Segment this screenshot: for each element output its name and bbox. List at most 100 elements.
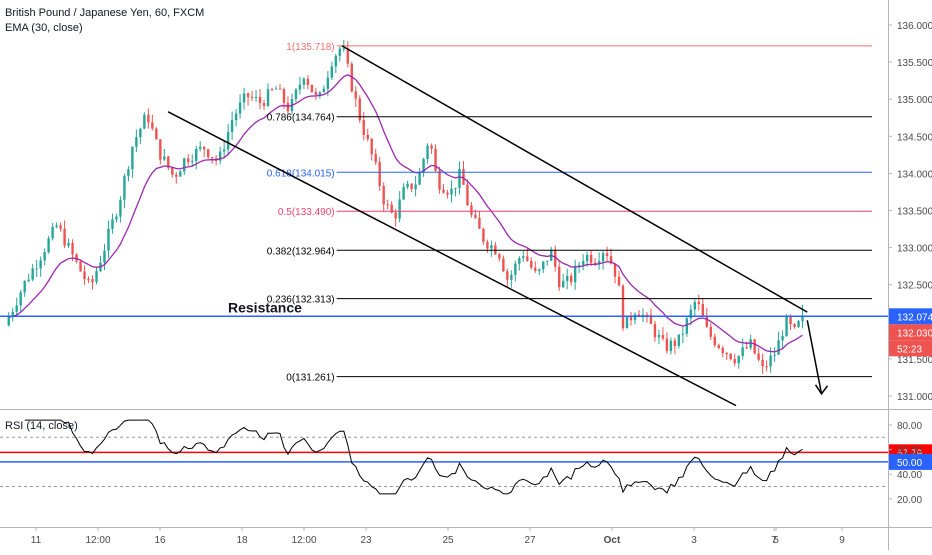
candle-body: [206, 149, 210, 158]
candle-body: [637, 314, 641, 316]
ema-line: [8, 74, 803, 353]
candle-body: [95, 271, 98, 282]
candle-body: [374, 154, 377, 163]
fib-level-label: 0.5(133.490): [278, 207, 335, 218]
candle-body: [298, 84, 302, 90]
candle-body: [653, 323, 657, 338]
candle-body: [761, 359, 764, 367]
candle-body: [749, 339, 752, 348]
candle-body: [246, 93, 250, 97]
candle-body: [785, 316, 788, 337]
candle-body: [561, 280, 565, 288]
countdown-badge: 52:23: [897, 344, 922, 355]
candle-body: [318, 92, 322, 95]
candle-body: [538, 269, 541, 272]
candle-body: [510, 274, 513, 280]
candle-body: [430, 145, 433, 149]
bid-price-badge-bg: [889, 324, 932, 341]
candle-body: [179, 171, 182, 177]
rsi-level-badge: 50.00: [897, 458, 922, 469]
candle-body: [23, 280, 26, 293]
candle-body: [135, 137, 138, 147]
price-tick-label: 133.500: [897, 207, 932, 218]
time-tick-label: 25: [442, 535, 454, 546]
candle-body: [657, 335, 661, 338]
candle-body: [438, 170, 441, 190]
candle-body: [394, 212, 397, 219]
candle-body: [534, 267, 537, 272]
candle-body: [31, 268, 34, 280]
time-tick-label: 7: [771, 535, 777, 546]
candle-body: [354, 91, 357, 99]
candle-body: [729, 353, 732, 360]
candle-body: [143, 114, 146, 129]
candle-body: [63, 228, 66, 246]
candle-body: [390, 204, 393, 213]
candle-body: [490, 245, 493, 249]
candle-body: [147, 114, 150, 123]
candle-body: [326, 77, 330, 89]
time-tick-label: Oct: [604, 535, 621, 546]
price-tick-label: 131.500: [897, 355, 932, 366]
candle-body: [470, 205, 473, 215]
fib-level-label: 0.236(132.313): [267, 295, 335, 306]
candle-body: [67, 242, 70, 246]
candle-body: [693, 301, 697, 310]
candle-body: [7, 317, 10, 326]
candle-body: [466, 184, 469, 206]
candle-body: [446, 192, 449, 195]
time-tick-label: 12:00: [85, 535, 110, 546]
candle-body: [434, 148, 437, 171]
candle-body: [725, 352, 728, 354]
candle-body: [123, 176, 126, 200]
candle-body: [266, 89, 270, 106]
fib-level-label: 0.618(134.015): [267, 168, 335, 179]
candle-body: [482, 228, 485, 242]
rsi-tick-label: 80.00: [897, 421, 922, 432]
candle-body: [262, 103, 266, 106]
candle-body: [426, 145, 429, 160]
candle-body: [282, 89, 286, 103]
candle-body: [617, 276, 621, 286]
candle-body: [55, 225, 58, 227]
time-tick-label: 23: [360, 535, 372, 546]
candle-body: [789, 316, 792, 324]
candle-body: [673, 340, 677, 346]
rsi-level-badge-bg: [889, 453, 932, 470]
candle-body: [486, 241, 489, 249]
ema-legend: EMA (30, close): [5, 22, 83, 34]
candle-body: [677, 334, 681, 346]
time-tick-label: 12:00: [291, 535, 316, 546]
candle-body: [11, 311, 14, 318]
candle-body: [167, 156, 170, 168]
fib-level-label: 0.382(132.964): [267, 246, 335, 257]
candle-body: [127, 169, 130, 177]
time-tick-label: 3: [691, 535, 697, 546]
candle-body: [709, 326, 712, 337]
candle-body: [294, 89, 298, 99]
time-tick-label: 11: [31, 535, 42, 546]
candle-body: [581, 261, 585, 266]
candle-body: [661, 335, 665, 339]
time-tick-label: 5: [773, 535, 779, 546]
candle-body: [382, 185, 385, 205]
candle-body: [530, 260, 533, 268]
time-tick-label: 18: [236, 535, 248, 546]
candle-body: [502, 258, 505, 272]
candle-body: [71, 242, 74, 255]
candle-body: [645, 314, 649, 316]
candle-body: [589, 254, 593, 263]
candle-body: [801, 316, 804, 322]
price-tick-label: 132.500: [897, 281, 932, 292]
candle-body: [234, 113, 238, 121]
candle-body: [59, 225, 62, 229]
candle-body: [83, 271, 86, 280]
candle-body: [689, 309, 693, 319]
candle-body: [35, 268, 38, 270]
candle-body: [769, 355, 772, 367]
candle-body: [115, 216, 118, 220]
candle-body: [542, 261, 545, 270]
candle-body: [462, 169, 465, 185]
